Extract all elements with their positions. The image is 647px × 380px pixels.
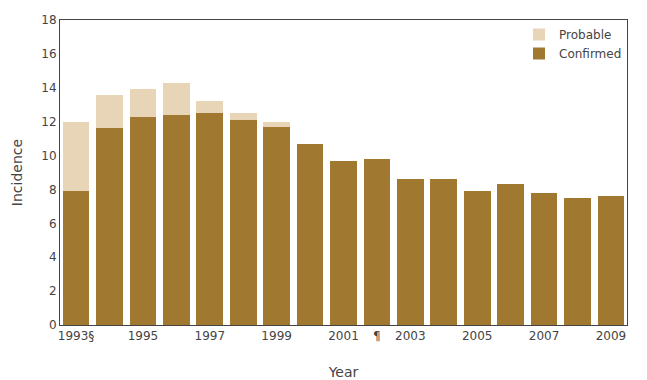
svg-text:12: 12 — [41, 115, 56, 129]
svg-text:16: 16 — [41, 47, 56, 61]
svg-text:1993§: 1993§ — [58, 329, 95, 343]
svg-text:4: 4 — [49, 250, 57, 264]
svg-text:8: 8 — [49, 183, 57, 197]
svg-text:2005: 2005 — [462, 329, 493, 343]
svg-text:10: 10 — [41, 149, 56, 163]
svg-text:2: 2 — [49, 284, 57, 298]
svg-text:6: 6 — [49, 217, 57, 231]
svg-text:2007: 2007 — [529, 329, 560, 343]
svg-text:2003: 2003 — [395, 329, 426, 343]
svg-text:2009: 2009 — [596, 329, 627, 343]
svg-text:2001: 2001 — [328, 329, 359, 343]
svg-text:Incidence: Incidence — [9, 139, 25, 206]
svg-text:Probable: Probable — [559, 28, 611, 42]
svg-text:Confirmed: Confirmed — [559, 47, 621, 61]
svg-text:1999: 1999 — [261, 329, 292, 343]
svg-text:1995: 1995 — [128, 329, 159, 343]
svg-text:1997: 1997 — [194, 329, 225, 343]
svg-text:18: 18 — [41, 13, 56, 27]
svg-text:Year: Year — [328, 364, 359, 380]
svg-text:14: 14 — [41, 81, 56, 95]
svg-text:¶: ¶ — [373, 329, 381, 343]
svg-text:0: 0 — [49, 318, 57, 332]
